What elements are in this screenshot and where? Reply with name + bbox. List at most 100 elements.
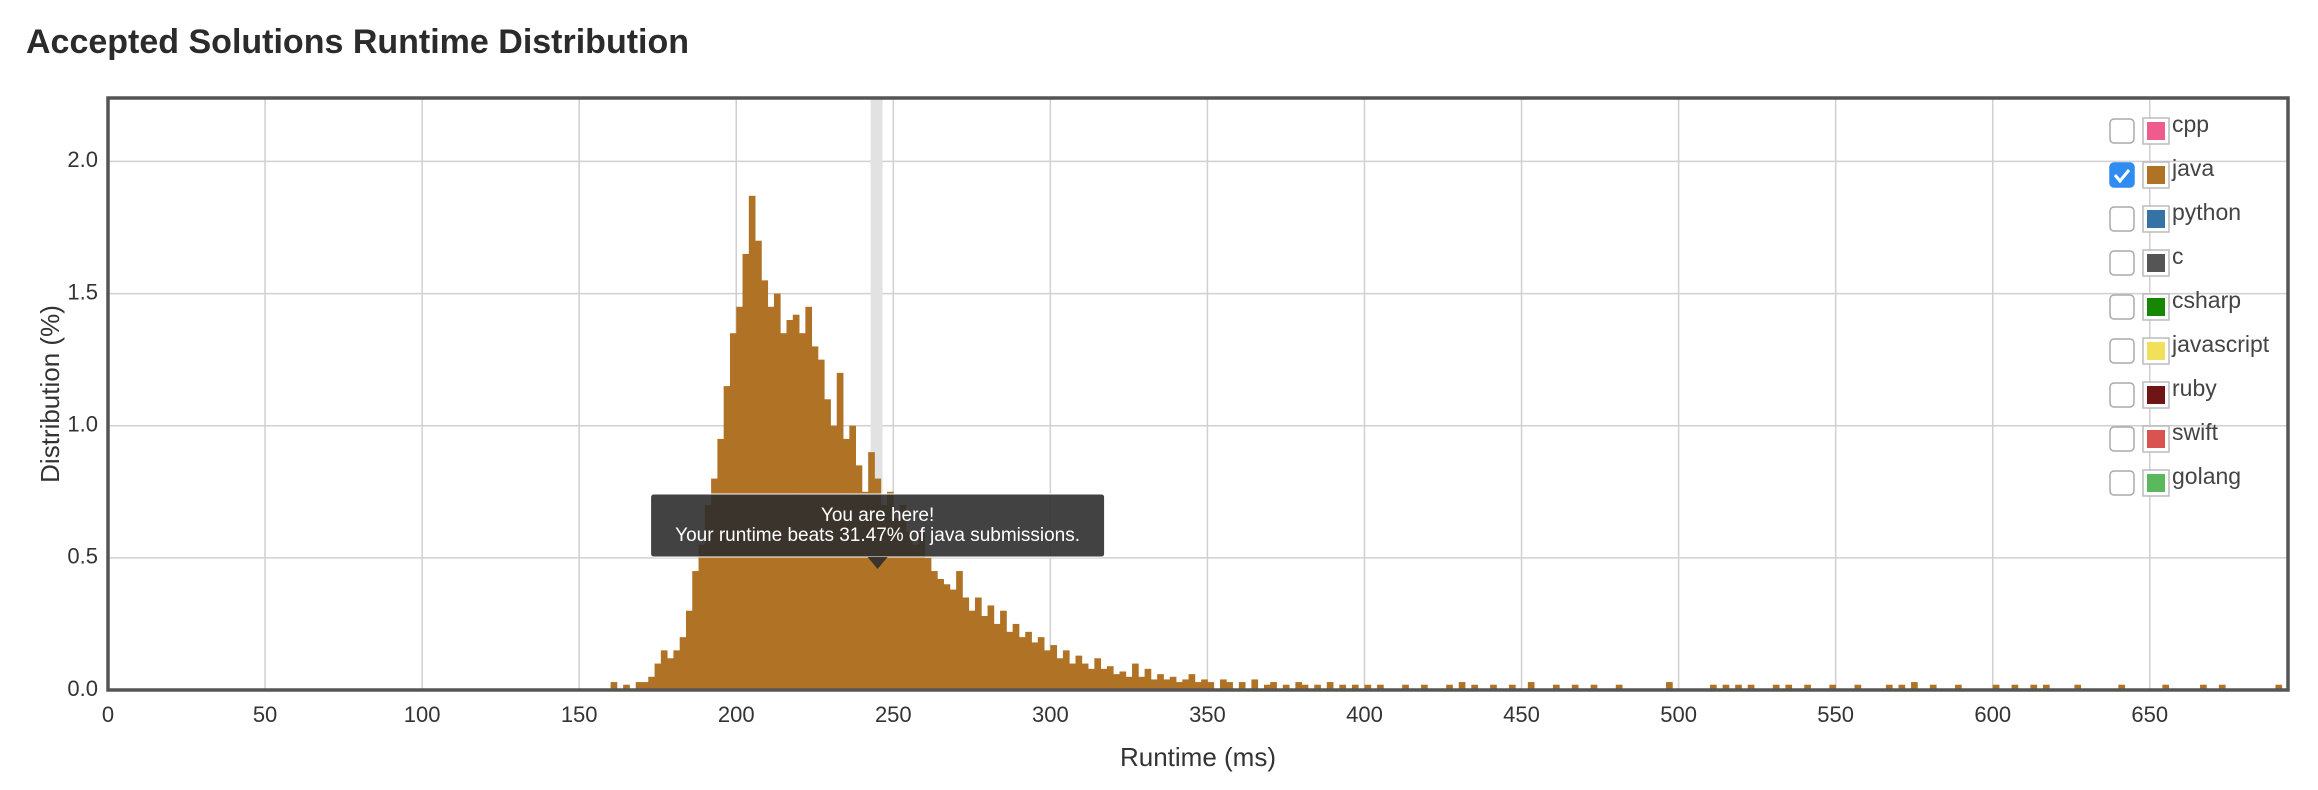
legend-swatch	[2147, 430, 2165, 448]
bar	[610, 682, 618, 690]
legend-label: csharp	[2172, 287, 2241, 313]
bar	[1000, 610, 1007, 690]
legend-swatch	[2147, 254, 2165, 272]
bar	[1527, 682, 1535, 690]
legend-item: java	[2109, 155, 2214, 189]
bar	[1157, 674, 1164, 690]
bar	[1094, 658, 1102, 690]
bar	[1615, 684, 1623, 690]
legend-checkbox[interactable]	[2109, 206, 2135, 232]
tooltip-arrow	[867, 557, 888, 569]
bar	[912, 544, 919, 690]
legend-item: python	[2109, 199, 2241, 233]
bar	[1176, 682, 1183, 690]
bar	[1326, 682, 1334, 690]
bar	[1955, 684, 1962, 690]
x-tick-label: 650	[2131, 702, 2168, 727]
bar	[1854, 684, 1862, 690]
bar	[698, 544, 706, 690]
x-tick-label: 50	[253, 702, 277, 727]
bar	[1571, 684, 1579, 690]
bar	[1364, 684, 1372, 690]
bar	[2275, 684, 2283, 690]
legend-item: javascript	[2109, 331, 2270, 365]
bar	[1295, 682, 1303, 690]
bar	[874, 478, 882, 690]
bar	[981, 616, 988, 690]
y-tick-label: 2.0	[67, 147, 98, 172]
bar	[2200, 684, 2207, 690]
bar	[635, 682, 643, 690]
plot-frame	[106, 96, 2290, 692]
bar	[1772, 684, 1780, 690]
legend-checkbox[interactable]	[2109, 338, 2135, 364]
legend-label: c	[2172, 243, 2184, 269]
bar	[1270, 682, 1277, 690]
bar	[2218, 684, 2226, 690]
bar	[1377, 684, 1384, 690]
bar	[773, 293, 781, 690]
bar	[2162, 684, 2170, 690]
bar	[717, 438, 725, 690]
bar	[642, 682, 649, 690]
legend-checkbox[interactable]	[2109, 118, 2135, 144]
bar	[899, 505, 907, 690]
bar	[974, 597, 982, 690]
bar	[748, 195, 756, 691]
chart-title: Accepted Solutions Runtime Distribution	[26, 23, 689, 61]
bar	[711, 478, 718, 690]
bar	[1301, 684, 1309, 690]
bar	[1125, 676, 1133, 690]
x-tick-label: 100	[404, 702, 441, 727]
x-tick-label: 400	[1346, 702, 1383, 727]
bar	[761, 280, 769, 690]
bar	[937, 579, 944, 690]
legend-checkbox[interactable]	[2109, 382, 2135, 408]
bar	[755, 240, 762, 690]
legend-checkbox[interactable]	[2109, 294, 2135, 320]
x-tick-label: 500	[1660, 702, 1697, 727]
legend-checkbox[interactable]	[2109, 162, 2135, 188]
bar	[660, 650, 668, 690]
legend-item: golang	[2109, 463, 2241, 497]
check-mark	[2113, 169, 2131, 184]
bar	[1100, 668, 1108, 690]
bar	[1351, 684, 1359, 690]
tooltip-title: You are here!	[821, 505, 934, 526]
bar	[1238, 682, 1246, 690]
bar	[742, 253, 750, 690]
legend-checkbox[interactable]	[2109, 250, 2135, 276]
bar	[692, 571, 699, 690]
bar	[843, 438, 850, 690]
legend-swatch	[2147, 386, 2165, 404]
legend-item: c	[2109, 243, 2184, 277]
bar	[1207, 682, 1215, 690]
bar	[1219, 679, 1227, 690]
x-tick-label: 550	[1817, 702, 1854, 727]
x-tick-label: 300	[1032, 702, 1069, 727]
y-tick-label: 1.0	[67, 412, 98, 437]
legend-item: cpp	[2109, 111, 2209, 145]
bar	[1710, 684, 1717, 690]
legend-checkbox[interactable]	[2109, 426, 2135, 452]
x-tick-label: 350	[1189, 702, 1226, 727]
bar	[2011, 684, 2019, 690]
bar	[987, 605, 995, 690]
legend-checkbox[interactable]	[2109, 470, 2135, 496]
bar	[1446, 684, 1453, 690]
bar	[648, 676, 655, 690]
bar	[1050, 645, 1058, 690]
bar	[1402, 684, 1409, 690]
x-tick-label: 150	[561, 702, 598, 727]
legend-swatch	[2147, 342, 2165, 360]
bar	[1898, 684, 1906, 690]
bar	[1747, 684, 1755, 690]
bar	[1992, 684, 2000, 690]
bar	[1471, 684, 1478, 690]
bar	[1132, 663, 1139, 690]
bar	[673, 650, 681, 690]
bar	[949, 589, 957, 690]
bar	[1138, 676, 1145, 690]
bar	[924, 557, 932, 690]
